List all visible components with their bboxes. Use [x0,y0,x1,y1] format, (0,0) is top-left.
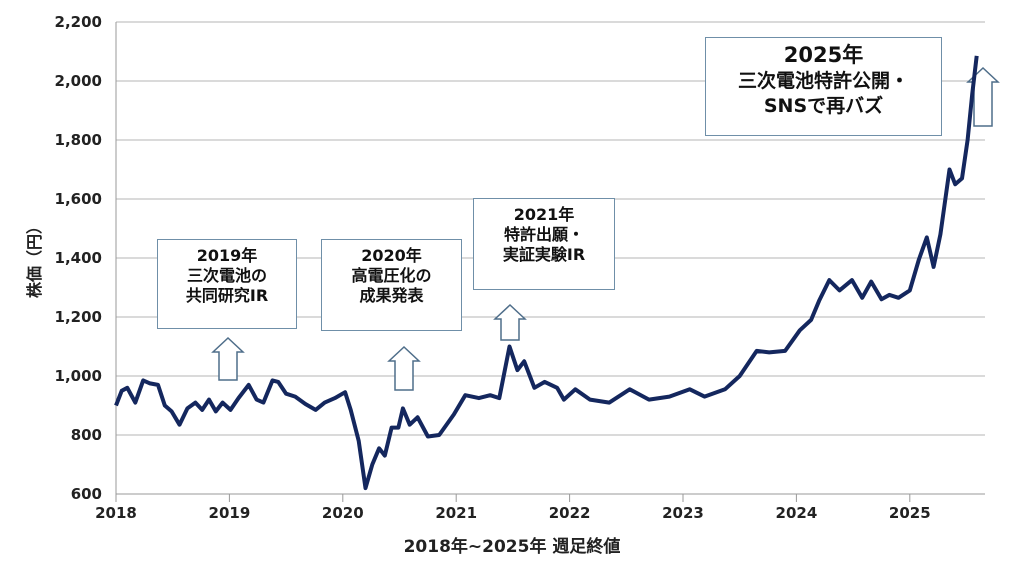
x-tick-label: 2023 [662,504,704,522]
annotation-line: 三次電池の [186,266,267,285]
annotation-line: 三次電池特許公開・ [737,70,909,93]
up-arrow-icon [387,345,421,391]
x-tick-label: 2024 [776,504,818,522]
annotation-line: 実証実験IR [502,245,586,264]
x-tick-label: 2021 [435,504,477,522]
y-tick-label: 2,200 [55,13,102,31]
y-tick-label: 600 [71,485,102,503]
annotation-2021: 2021年 特許出願・ 実証実験IR [473,198,615,290]
annotation-2020: 2020年 高電圧化の 成果発表 [321,239,462,331]
annotation-line: 共同研究IR [185,286,269,305]
annotation-line: 2025年 [783,43,864,67]
y-axis-label: 株価（円） [25,218,44,298]
annotation-line: 成果発表 [359,286,424,305]
x-tick-label: 2018 [95,504,137,522]
x-tick-label: 2020 [322,504,364,522]
annotation-line: 2020年 [361,246,422,265]
annotation-line: 2021年 [513,205,575,224]
y-tick-label: 1,000 [55,367,102,385]
y-tick-label: 1,800 [55,131,102,149]
y-tick-label: 1,400 [55,249,102,267]
x-tick-label: 2022 [549,504,591,522]
x-tick-label: 2025 [889,504,931,522]
up-arrow-icon [493,303,527,341]
price-line [114,55,979,491]
annotation-line: SNSで再バズ [763,94,884,117]
annotation-line: 特許出願・ [503,225,584,244]
annotation-2025: 2025年 三次電池特許公開・ SNSで再バズ [705,37,942,136]
annotation-line: 2019年 [196,246,258,265]
y-tick-label: 1,600 [55,190,102,208]
y-tick-label: 800 [71,426,102,444]
x-axis-label: 2018年~2025年 週足終値 [404,536,621,557]
y-tick-label: 1,200 [55,308,102,326]
up-arrow-icon [211,336,245,381]
annotation-2019: 2019年 三次電池の 共同研究IR [157,239,297,329]
y-tick-label: 2,000 [55,72,102,90]
x-tick-label: 2019 [209,504,251,522]
annotation-line: 高電圧化の [351,266,432,285]
